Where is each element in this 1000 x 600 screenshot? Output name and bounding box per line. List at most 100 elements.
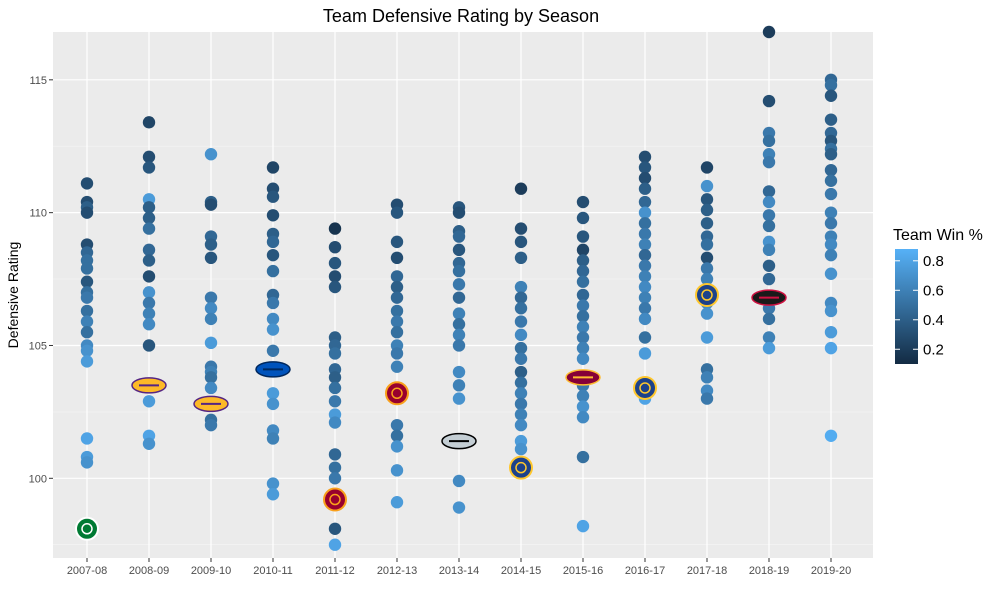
data-point xyxy=(80,291,94,304)
heat-logo xyxy=(323,487,347,512)
data-point xyxy=(266,264,280,278)
cavaliers-logo xyxy=(565,369,601,386)
y-tick-label: 110 xyxy=(29,208,47,220)
data-point xyxy=(638,182,652,195)
data-point xyxy=(638,195,652,209)
data-point xyxy=(328,270,342,283)
data-point xyxy=(142,437,156,450)
data-point xyxy=(514,418,528,432)
data-point xyxy=(576,389,590,403)
data-point xyxy=(328,448,342,461)
data-point xyxy=(142,339,156,352)
data-point xyxy=(638,302,652,315)
data-point xyxy=(824,187,838,201)
data-point xyxy=(142,201,156,214)
data-point xyxy=(452,230,466,243)
data-point xyxy=(700,392,714,405)
data-point xyxy=(328,256,342,270)
data-point xyxy=(514,315,528,328)
data-point xyxy=(390,280,404,294)
data-point xyxy=(142,318,156,331)
legend-ticks: 0.8 0.6 0.4 0.2 xyxy=(895,253,944,358)
warriors-logo xyxy=(695,283,719,307)
x-tick-label: 2017-18 xyxy=(687,565,727,577)
data-point xyxy=(762,185,776,198)
data-point xyxy=(700,203,714,217)
celtics-logo-shape xyxy=(75,516,99,541)
data-point xyxy=(204,336,218,350)
data-point xyxy=(80,315,94,328)
data-point xyxy=(576,230,590,243)
x-tick-label: 2015-16 xyxy=(563,565,603,577)
data-point xyxy=(700,262,714,275)
data-point xyxy=(514,397,528,411)
data-point xyxy=(824,217,838,230)
x-tick-label: 2007-08 xyxy=(67,565,107,577)
data-point xyxy=(824,325,838,339)
heat-logo-shape xyxy=(385,381,409,406)
data-point xyxy=(266,209,280,222)
data-point xyxy=(452,278,466,291)
y-tick-label: 100 xyxy=(29,473,47,485)
data-point xyxy=(514,291,528,304)
data-point xyxy=(762,94,776,108)
data-point xyxy=(576,299,590,312)
data-point xyxy=(638,331,652,344)
data-point xyxy=(452,379,466,392)
data-point xyxy=(266,397,280,411)
data-point xyxy=(390,464,404,477)
data-point xyxy=(390,206,404,219)
x-tick-label: 2014-15 xyxy=(501,565,541,577)
data-point xyxy=(142,395,156,408)
data-point xyxy=(514,341,528,355)
warriors-logo-ring xyxy=(701,289,713,301)
legend-tick-label: 0.4 xyxy=(923,312,944,329)
data-point xyxy=(638,217,652,230)
data-point xyxy=(266,477,280,490)
data-point xyxy=(328,395,342,408)
data-point xyxy=(514,302,528,315)
data-point xyxy=(638,259,652,272)
x-tick-label: 2019-20 xyxy=(811,565,851,577)
data-point xyxy=(824,267,838,280)
data-point xyxy=(824,148,838,161)
data-point xyxy=(762,259,776,272)
data-point xyxy=(700,217,714,230)
data-point xyxy=(762,134,776,148)
data-point xyxy=(514,182,528,195)
y-axis-title: Defensive Rating xyxy=(5,242,21,349)
data-point xyxy=(80,325,94,339)
data-point xyxy=(328,347,342,360)
data-point xyxy=(576,264,590,278)
mavericks-logo xyxy=(255,361,291,378)
data-point xyxy=(700,272,714,286)
data-point xyxy=(80,432,94,445)
x-tick-label: 2018-19 xyxy=(749,565,789,577)
data-point xyxy=(80,177,94,190)
data-point xyxy=(638,312,652,326)
data-point xyxy=(514,442,528,456)
data-point xyxy=(328,280,342,294)
data-point xyxy=(576,288,590,302)
data-point xyxy=(762,331,776,344)
data-point xyxy=(266,248,280,262)
data-point xyxy=(80,206,94,219)
lakers-logo xyxy=(193,395,229,413)
x-tick-label: 2009-10 xyxy=(191,565,231,577)
data-point xyxy=(762,195,776,209)
data-point xyxy=(328,222,342,235)
legend-title: Team Win % xyxy=(893,227,983,244)
data-point xyxy=(142,254,156,267)
data-point xyxy=(638,238,652,251)
data-point xyxy=(390,235,404,249)
data-point xyxy=(824,113,838,126)
data-point xyxy=(452,392,466,405)
data-point xyxy=(266,387,280,400)
data-point xyxy=(204,148,218,161)
data-point xyxy=(328,371,342,384)
data-point xyxy=(514,235,528,249)
data-point xyxy=(638,270,652,283)
data-point xyxy=(204,381,218,395)
data-point xyxy=(576,211,590,225)
